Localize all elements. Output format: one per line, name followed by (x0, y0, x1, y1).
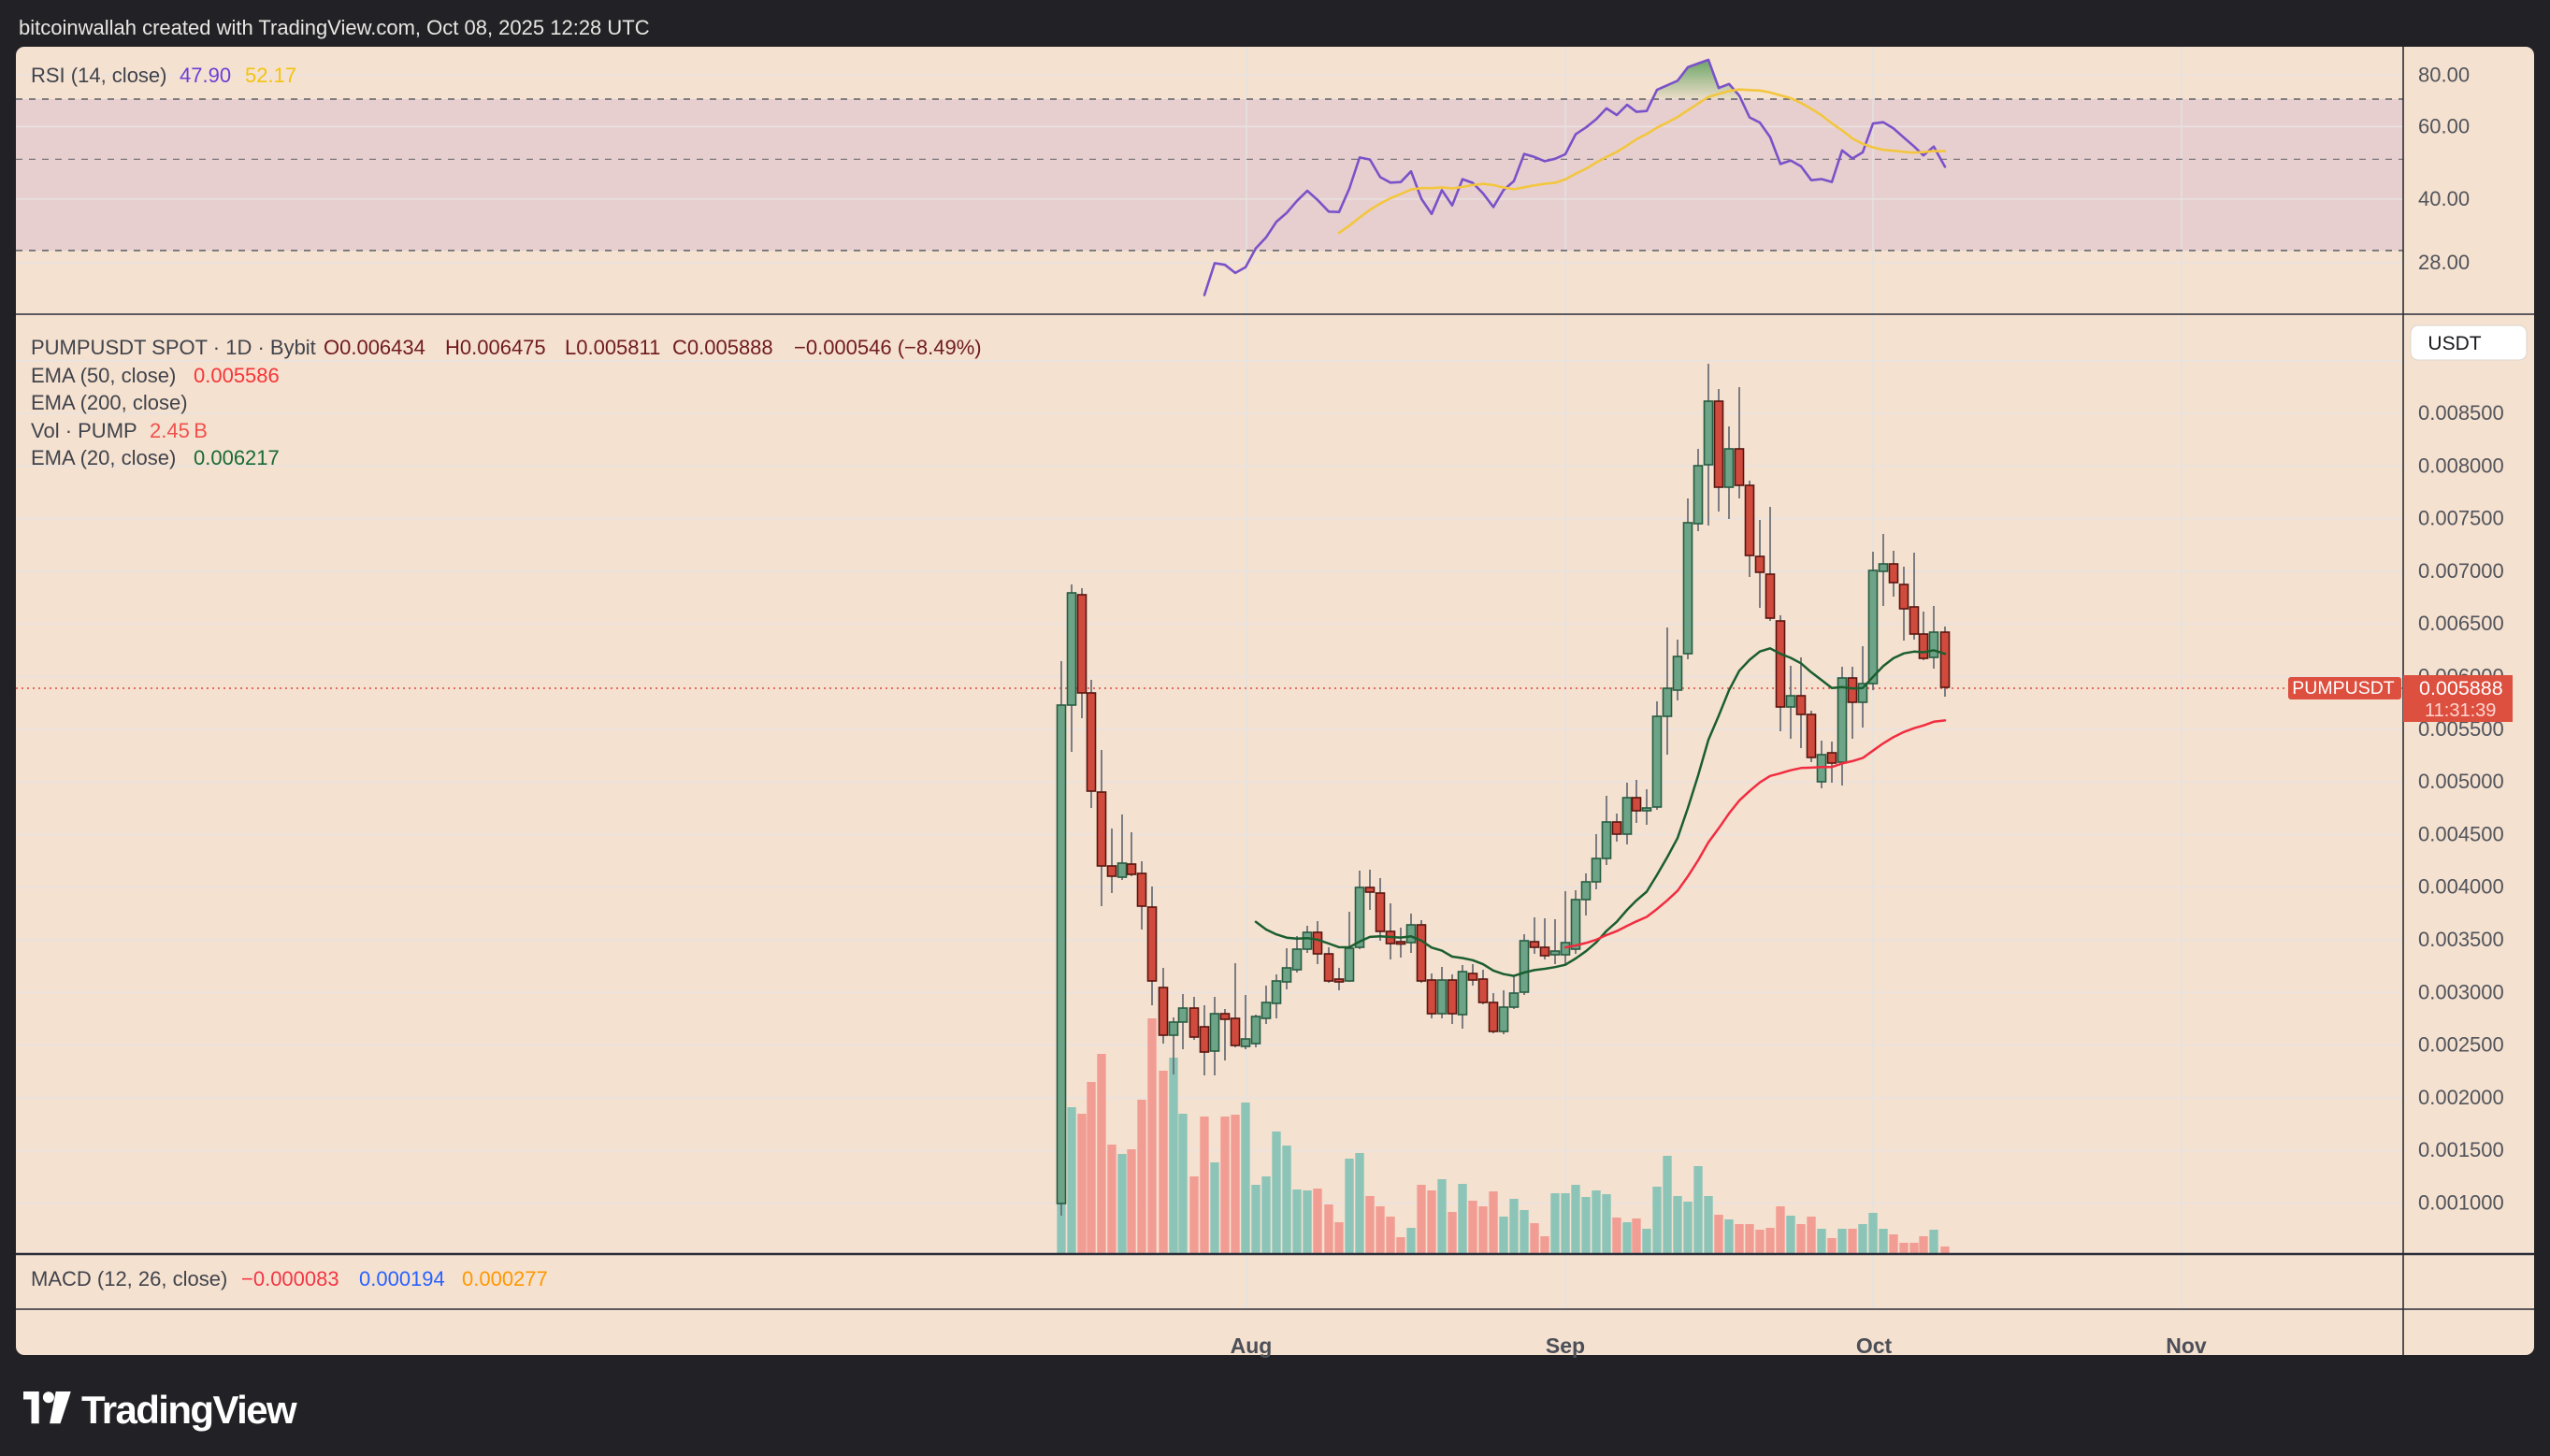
svg-text:0.005000: 0.005000 (2418, 770, 2504, 793)
svg-text:−0.000546 (−8.49%): −0.000546 (−8.49%) (794, 336, 982, 359)
svg-text:Aug: Aug (1231, 1333, 1273, 1358)
svg-text:0.000194: 0.000194 (359, 1267, 445, 1290)
svg-text:0.008500: 0.008500 (2418, 401, 2504, 425)
svg-text:0.003500: 0.003500 (2418, 928, 2504, 951)
svg-text:0.001500: 0.001500 (2418, 1138, 2504, 1161)
svg-text:2.45 B: 2.45 B (150, 419, 208, 442)
svg-text:0.008000: 0.008000 (2418, 454, 2504, 477)
svg-text:0.002500: 0.002500 (2418, 1033, 2504, 1057)
svg-text:Oct: Oct (1856, 1333, 1893, 1358)
svg-text:0.002000: 0.002000 (2418, 1086, 2504, 1109)
svg-text:EMA (200, close): EMA (200, close) (31, 391, 188, 414)
svg-text:0.004500: 0.004500 (2418, 822, 2504, 845)
svg-text:80.00: 80.00 (2418, 63, 2470, 86)
svg-text:0.000277: 0.000277 (462, 1267, 548, 1290)
svg-text:Nov: Nov (2166, 1333, 2207, 1358)
svg-text:47.90: 47.90 (180, 64, 231, 87)
svg-text:Sep: Sep (1546, 1333, 1585, 1358)
svg-text:PUMPUSDT SPOT · 1D · Bybit: PUMPUSDT SPOT · 1D · Bybit (31, 336, 316, 359)
svg-text:EMA (20, close): EMA (20, close) (31, 446, 176, 469)
svg-text:L0.005811: L0.005811 (565, 336, 660, 359)
svg-text:0.007500: 0.007500 (2418, 507, 2504, 530)
svg-text:USDT: USDT (2428, 333, 2481, 354)
svg-text:11:31:39: 11:31:39 (2425, 700, 2496, 721)
svg-text:0.006217: 0.006217 (194, 446, 280, 469)
svg-text:0.003000: 0.003000 (2418, 980, 2504, 1003)
svg-text:RSI (14, close): RSI (14, close) (31, 64, 167, 87)
svg-text:28.00: 28.00 (2418, 251, 2470, 274)
svg-text:Vol · PUMP: Vol · PUMP (31, 419, 137, 442)
svg-text:0.001000: 0.001000 (2418, 1191, 2504, 1215)
svg-text:MACD (12, 26, close): MACD (12, 26, close) (31, 1267, 227, 1290)
svg-text:bitcoinwallah created with Tra: bitcoinwallah created with TradingView.c… (19, 16, 650, 39)
svg-text:40.00: 40.00 (2418, 187, 2470, 210)
svg-text:O0.006434: O0.006434 (324, 336, 425, 359)
svg-text:0.005888: 0.005888 (2419, 677, 2503, 699)
svg-text:PUMPUSDT: PUMPUSDT (2292, 678, 2395, 699)
svg-text:EMA (50, close): EMA (50, close) (31, 364, 176, 387)
svg-text:TradingView: TradingView (81, 1388, 297, 1432)
svg-text:H0.006475: H0.006475 (445, 336, 546, 359)
svg-text:52.17: 52.17 (245, 64, 296, 87)
svg-text:60.00: 60.00 (2418, 114, 2470, 137)
svg-text:0.007000: 0.007000 (2418, 559, 2504, 583)
svg-text:0.005586: 0.005586 (194, 364, 280, 387)
svg-text:−0.000083: −0.000083 (241, 1267, 339, 1290)
svg-text:0.006500: 0.006500 (2418, 612, 2504, 635)
svg-text:C0.005888: C0.005888 (672, 336, 773, 359)
svg-text:0.004000: 0.004000 (2418, 875, 2504, 899)
